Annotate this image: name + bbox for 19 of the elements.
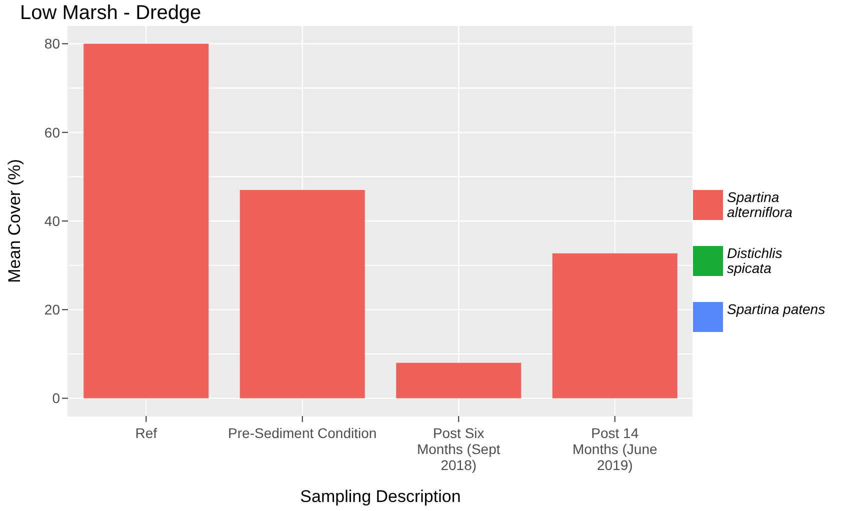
legend-label: Spartina alterniflora bbox=[727, 188, 794, 220]
y-tick-label: 0 bbox=[52, 390, 60, 406]
x-axis-title: Sampling Description bbox=[300, 487, 461, 506]
bar bbox=[552, 253, 678, 398]
y-tick-label: 80 bbox=[44, 36, 60, 52]
x-tick-label: Post 14 Months (June 2019) bbox=[572, 425, 658, 473]
y-tick-label: 20 bbox=[44, 302, 60, 318]
bar bbox=[84, 44, 209, 398]
x-tick-label: Ref bbox=[135, 425, 158, 441]
y-axis-title: Mean Cover (%) bbox=[5, 159, 24, 283]
y-tick-label: 60 bbox=[44, 124, 60, 140]
legend-label: Distichlis spicata bbox=[727, 244, 784, 276]
legend-label: Spartina patens bbox=[727, 300, 826, 316]
chart-title: Low Marsh - Dredge bbox=[20, 2, 202, 25]
x-tick-label: Pre-Sediment Condition bbox=[228, 425, 377, 441]
x-tick-label: Post Six Months (Sept 2018) bbox=[416, 425, 500, 473]
bar bbox=[240, 190, 365, 398]
bar bbox=[396, 362, 522, 398]
y-tick-label: 40 bbox=[44, 212, 60, 229]
